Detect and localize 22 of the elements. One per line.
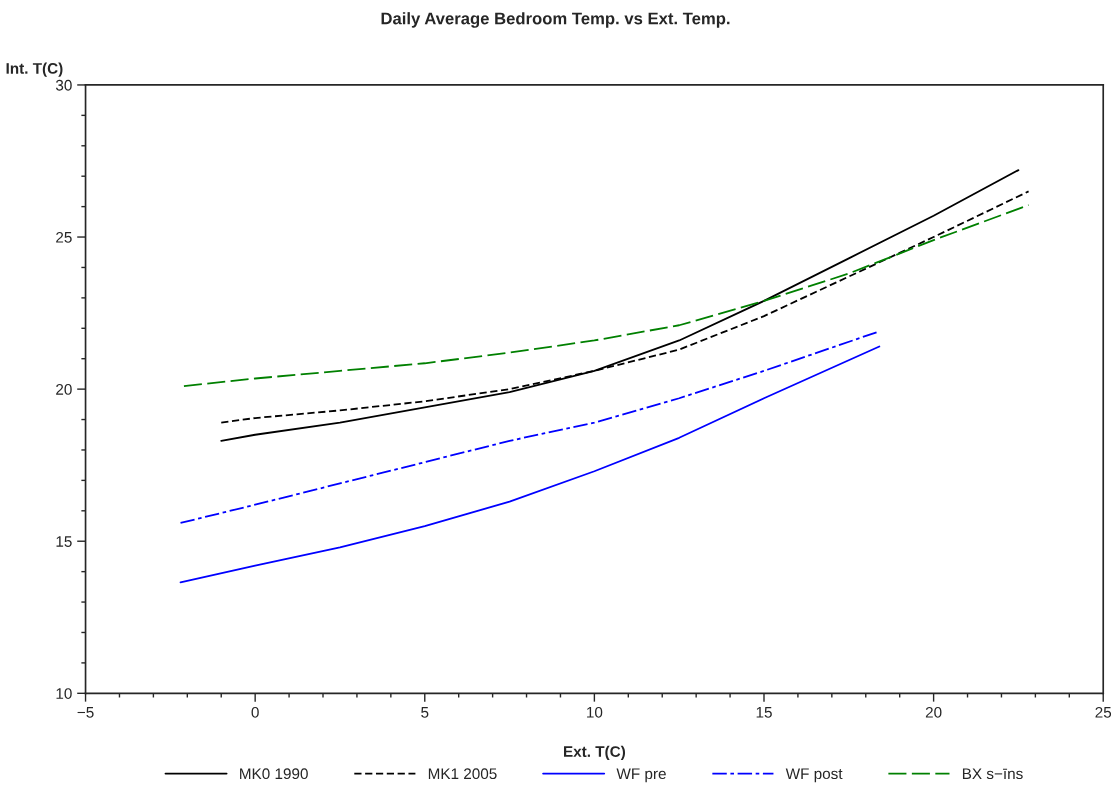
chart-title: Daily Average Bedroom Temp. vs Ext. Temp. <box>381 12 730 28</box>
x-axis-title: Ext. T(C) <box>564 745 626 760</box>
x-tick-label: −5 <box>77 707 94 718</box>
x-tick-label: 0 <box>251 706 259 718</box>
legend-label: MK0 1990 <box>240 768 308 780</box>
line-series <box>179 345 881 584</box>
x-tick-label: 20 <box>925 706 942 718</box>
legend-label: WF post <box>785 768 843 783</box>
y-tick-label: 15 <box>56 536 72 547</box>
y-axis-title: Int. T(C) <box>6 62 63 77</box>
legend-label: MK1 2005 <box>428 768 497 780</box>
y-tick-label: 25 <box>56 231 72 243</box>
legend-label: WF pre <box>616 768 666 783</box>
y-tick-label: 20 <box>56 384 72 395</box>
line-series <box>183 204 1030 387</box>
x-tick-label: 10 <box>587 706 603 718</box>
x-tick-label: 5 <box>421 707 429 718</box>
legend-label: BX s−īns <box>962 768 1023 780</box>
x-tick-label: 25 <box>1095 706 1111 718</box>
y-tick-label: 30 <box>55 79 72 91</box>
y-tick-label: 10 <box>56 688 72 699</box>
x-tick-label: 15 <box>756 707 772 718</box>
